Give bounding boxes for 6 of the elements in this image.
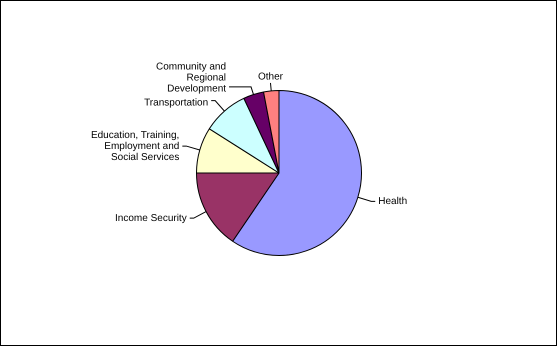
slice-label: Education, Training, Employment and Social Services — [90, 130, 180, 163]
slice-label: Health — [378, 196, 408, 208]
slice-label: Transportation — [144, 97, 208, 108]
slice-label: Other — [258, 72, 284, 83]
slice-label: Community and Regional Development — [156, 62, 226, 95]
slice-label: Income Security — [115, 212, 187, 224]
